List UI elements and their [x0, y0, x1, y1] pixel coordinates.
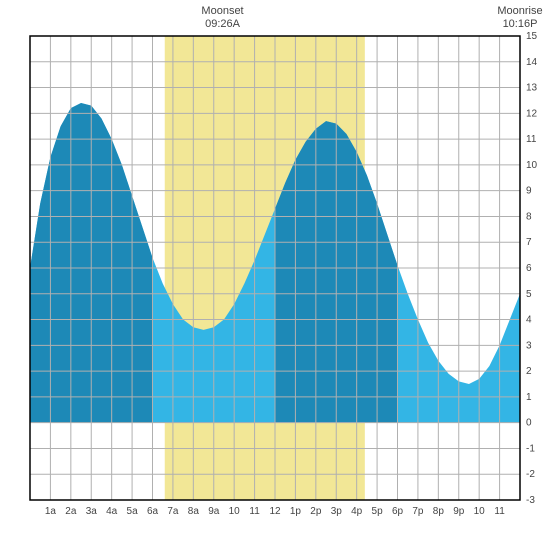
- x-tick-label: 8a: [188, 506, 200, 517]
- y-tick-label: 9: [526, 186, 532, 197]
- x-tick-label: 4p: [351, 506, 363, 517]
- moonrise-time: 10:16P: [503, 18, 538, 30]
- y-tick-label: 1: [526, 392, 532, 403]
- y-tick-label: 11: [526, 134, 537, 145]
- y-tick-label: 4: [526, 315, 532, 326]
- y-tick-label: -1: [526, 443, 535, 454]
- x-tick-label: 12: [269, 506, 281, 517]
- x-tick-label: 7p: [412, 506, 424, 517]
- y-tick-label: 7: [526, 237, 532, 248]
- y-tick-label: 2: [526, 366, 532, 377]
- x-tick-label: 9p: [453, 506, 465, 517]
- x-tick-label: 6a: [147, 506, 159, 517]
- x-tick-label: 1a: [45, 506, 57, 517]
- x-tick-label: 8p: [433, 506, 445, 517]
- x-tick-label: 11: [494, 506, 505, 517]
- chart-svg: -3-2-101234567891011121314151a2a3a4a5a6a…: [0, 0, 550, 550]
- x-tick-label: 9a: [208, 506, 220, 517]
- x-tick-label: 4a: [106, 506, 118, 517]
- y-tick-label: 13: [526, 83, 538, 94]
- x-tick-label: 6p: [392, 506, 404, 517]
- x-tick-label: 7a: [167, 506, 179, 517]
- x-tick-label: 11: [249, 506, 260, 517]
- y-tick-label: 15: [526, 31, 538, 42]
- y-tick-label: -2: [526, 469, 535, 480]
- y-tick-label: 12: [526, 108, 538, 119]
- y-tick-label: 3: [526, 340, 532, 351]
- y-tick-label: 5: [526, 289, 532, 300]
- x-tick-label: 3p: [331, 506, 343, 517]
- y-tick-label: 8: [526, 211, 532, 222]
- y-tick-label: 10: [526, 160, 538, 171]
- tide-chart: -3-2-101234567891011121314151a2a3a4a5a6a…: [0, 0, 550, 550]
- y-tick-label: 14: [526, 57, 538, 68]
- moonrise-title: Moonrise: [497, 5, 542, 17]
- x-tick-label: 5p: [372, 506, 384, 517]
- x-tick-label: 3a: [86, 506, 98, 517]
- x-tick-label: 10: [229, 506, 241, 517]
- moonset-time: 09:26A: [205, 18, 241, 30]
- x-tick-label: 5a: [127, 506, 139, 517]
- moonset-title: Moonset: [201, 5, 243, 17]
- y-tick-label: 0: [526, 418, 532, 429]
- y-tick-label: 6: [526, 263, 532, 274]
- x-tick-label: 2p: [310, 506, 322, 517]
- y-tick-label: -3: [526, 495, 535, 506]
- x-tick-label: 1p: [290, 506, 302, 517]
- x-tick-label: 2a: [65, 506, 77, 517]
- x-tick-label: 10: [474, 506, 486, 517]
